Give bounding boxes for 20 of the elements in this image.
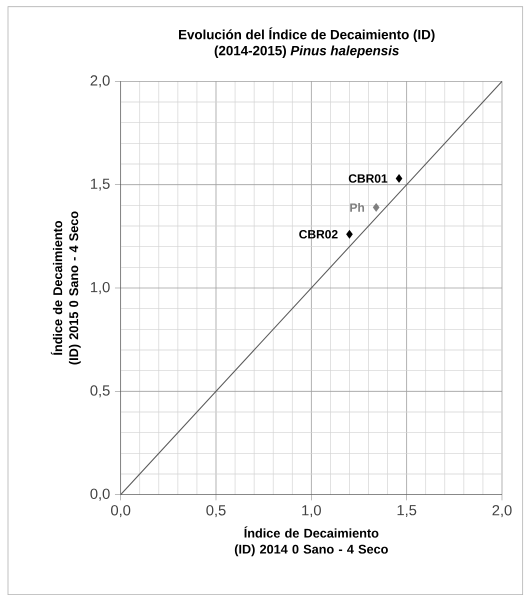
x-tick-label: 2,0: [492, 505, 512, 518]
point: [372, 203, 380, 212]
chart-title: Evolución del Índice de Decaimiento (ID): [179, 27, 435, 42]
x-tick-label: 1,5: [398, 505, 416, 518]
point: [346, 230, 353, 239]
y-tick-label: 1,0: [90, 282, 110, 294]
series-label: CBR02: [299, 230, 338, 239]
x-axis-title: Índice de Decaimiento (ID) 2014 0 Sano - 4 Seco: [234, 526, 388, 556]
x-tick-label: 0,0: [111, 505, 130, 518]
y-axis-title: Índice de Decaimiento (ID) 2015 0 Sano - 4 Seco: [50, 211, 81, 364]
y-tick-label: 2,0: [90, 75, 110, 88]
chart-subtitle: (2014-2015) Pinus halepensis: [214, 46, 399, 58]
x-tick-label: 0,5: [206, 505, 226, 518]
series-label: CBR01: [348, 174, 388, 183]
x-tick-label: 1,0: [302, 505, 321, 518]
y-tick-label: 0,5: [90, 385, 110, 398]
point: [396, 174, 402, 183]
y-tick-label: 1,5: [90, 178, 110, 191]
series-label: Ph: [350, 203, 364, 212]
y-tick-label: 0,0: [90, 488, 110, 501]
